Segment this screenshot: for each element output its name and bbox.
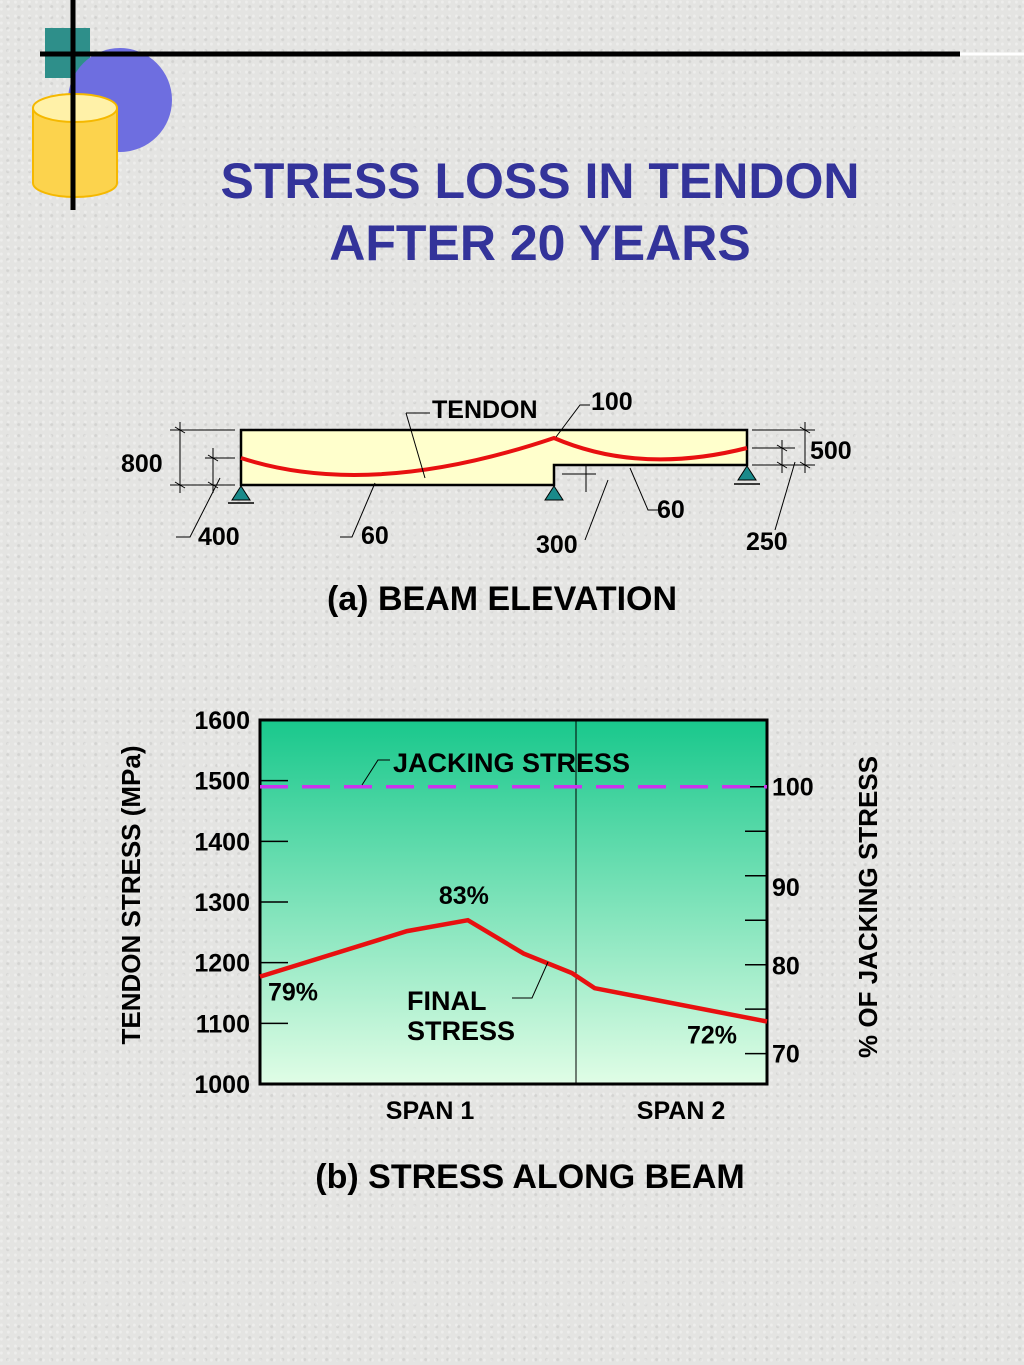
final-stress-label-line1: FINAL [407, 986, 486, 1016]
dim-800: 800 [121, 450, 163, 478]
chart-caption: (b) STRESS ALONG BEAM [315, 1158, 744, 1196]
tendon-profile [240, 435, 748, 477]
x-label-span-1: SPAN 1 [386, 1097, 475, 1125]
final-stress-line [259, 917, 768, 1024]
data-annotation: 72% [687, 1022, 737, 1050]
slide-decoration [32, 0, 1024, 210]
final-stress-label-line2: STRESS [407, 1016, 515, 1046]
x-label-span-2: SPAN 2 [637, 1097, 725, 1125]
y-tick-label: 1500 [194, 768, 250, 796]
beam-caption: (a) BEAM ELEVATION [327, 580, 677, 618]
support-left [228, 485, 254, 504]
support-middle [544, 485, 564, 501]
plot-area [258, 718, 769, 1086]
y-tick-label: 1600 [194, 707, 250, 735]
dim-250: 250 [746, 528, 788, 556]
page-title: STRESS LOSS IN TENDON AFTER 20 YEARS [130, 150, 950, 274]
y2-tick-label: 90 [772, 874, 800, 902]
dim-400: 400 [198, 523, 240, 551]
final-stress-leader [512, 961, 549, 999]
title-line-2: AFTER 20 YEARS [329, 215, 751, 271]
dim-100: 100 [591, 388, 633, 416]
jacking-leader [361, 759, 390, 786]
dim-500: 500 [810, 437, 852, 465]
y2-tick-label: 80 [772, 953, 800, 981]
y-axis-title-right: % OF JACKING STRESS [853, 756, 883, 1058]
y-tick-label: 1000 [194, 1071, 250, 1099]
y-axis-title-left: TENDON STRESS (MPa) [116, 745, 146, 1044]
beam-elevation-diagram: TENDON 100 800 500 400 60 300 60 250 (a)… [121, 388, 852, 618]
data-annotation: 79% [268, 979, 318, 1007]
dim-60-span2: 60 [657, 496, 685, 524]
y-tick-label: 1400 [194, 828, 250, 856]
tendon-label: TENDON [432, 396, 538, 424]
dimension-lines [170, 404, 815, 541]
support-right [734, 465, 760, 485]
y2-tick-label: 70 [772, 1041, 800, 1069]
y2-tick-label: 100 [772, 774, 814, 802]
jacking-stress-label: JACKING STRESS [393, 748, 630, 778]
data-annotation: 83% [439, 882, 489, 910]
y-tick-label: 1100 [196, 1010, 250, 1038]
dim-60-span1: 60 [361, 522, 389, 550]
title-line-1: STRESS LOSS IN TENDON [220, 153, 860, 209]
y-tick-label: 1300 [194, 889, 250, 917]
dim-300: 300 [536, 531, 578, 559]
y-tick-label: 1200 [194, 950, 250, 978]
